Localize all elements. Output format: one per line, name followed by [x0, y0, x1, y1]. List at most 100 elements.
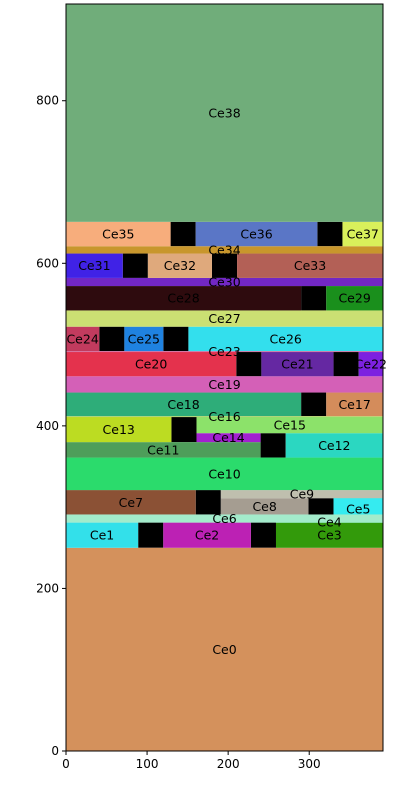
cell-ce3: [275, 522, 383, 548]
cell-ce29: [326, 286, 383, 311]
cell-label-ce38: Ce38: [208, 105, 240, 120]
cell-ce33: [237, 253, 383, 278]
cell-label-ce12: Ce12: [318, 438, 350, 453]
gap-block-3: [195, 490, 221, 515]
cell-label-ce30: Ce30: [208, 274, 240, 289]
cell-ce7: [66, 490, 196, 515]
cell-label-ce17: Ce17: [338, 397, 370, 412]
cell-ce31: [66, 253, 123, 278]
cell-ce35: [66, 221, 171, 247]
cell-ce20: [66, 351, 237, 377]
cell-label-ce3: Ce3: [317, 528, 341, 543]
cell-label-ce9: Ce9: [290, 487, 314, 502]
cell-label-ce21: Ce21: [281, 357, 313, 372]
gap-block-5: [171, 416, 197, 443]
cell-label-ce27: Ce27: [208, 311, 240, 326]
cell-label-ce22: Ce22: [355, 357, 387, 372]
cell-ce27: [66, 310, 383, 327]
gap-block-14: [170, 221, 196, 247]
cell-ce11: [66, 442, 261, 458]
cell-label-ce20: Ce20: [135, 357, 167, 372]
x-tick-label-200: 200: [217, 757, 240, 771]
cell-label-ce36: Ce36: [240, 227, 272, 242]
gap-block-8: [333, 351, 359, 377]
y-tick-label-400: 400: [36, 419, 59, 433]
cell-label-ce24: Ce24: [66, 331, 98, 346]
cell-label-ce35: Ce35: [102, 227, 134, 242]
cell-label-ce29: Ce29: [338, 291, 370, 306]
y-axis: 0 200 400 600 800: [36, 94, 66, 758]
cell-label-ce33: Ce33: [294, 258, 326, 273]
cell-ce8: [220, 498, 309, 515]
cell-label-ce10: Ce10: [208, 466, 240, 481]
gap-block-1: [250, 522, 276, 548]
gap-block-0: [138, 522, 164, 548]
cell-label-ce23: Ce23: [208, 344, 240, 359]
cell-ce32: [147, 253, 212, 278]
cell-ce13: [66, 416, 172, 443]
cell-label-ce11: Ce11: [147, 442, 179, 457]
cell-label-ce25: Ce25: [128, 331, 160, 346]
x-axis: 0 100 200 300: [62, 751, 321, 771]
cell-label-ce7: Ce7: [119, 495, 143, 510]
cell-ce0: [66, 547, 383, 751]
cell-label-ce26: Ce26: [270, 331, 302, 346]
cell-ce6: [66, 514, 383, 523]
gap-block-4: [260, 433, 286, 458]
cell-ce30: [66, 277, 383, 287]
gap-block-7: [236, 351, 262, 377]
cell-label-ce37: Ce37: [347, 227, 379, 242]
cell-label-ce13: Ce13: [103, 422, 135, 437]
cell-ce15: [196, 416, 383, 434]
cell-ce25: [124, 326, 164, 352]
gap-block-13: [211, 253, 238, 278]
y-tick-label-800: 800: [36, 94, 59, 108]
cell-ce23: [66, 351, 383, 353]
cell-ce24: [66, 326, 100, 352]
x-tick-label-100: 100: [136, 757, 159, 771]
gap-block-15: [317, 221, 343, 247]
cell-label-ce19: Ce19: [208, 377, 240, 392]
y-tick-label-600: 600: [36, 256, 59, 270]
cell-ce1: [66, 522, 139, 548]
cell-label-ce32: Ce32: [164, 258, 196, 273]
cell-ce10: [66, 457, 383, 491]
gap-block-10: [163, 326, 189, 352]
cell-label-ce31: Ce31: [78, 258, 110, 273]
cell-label-ce1: Ce1: [90, 528, 114, 543]
gap-block-6: [301, 392, 327, 417]
y-tick-label-200: 200: [36, 581, 59, 595]
cell-ce34: [66, 246, 383, 254]
cell-ce26: [188, 326, 383, 352]
cell-label-ce34: Ce34: [208, 242, 240, 257]
cell-ce2: [163, 522, 251, 548]
cell-ce22: [358, 351, 383, 377]
cell-label-ce4: Ce4: [317, 515, 341, 530]
cell-ce14: [196, 433, 261, 443]
gap-block-9: [99, 326, 125, 352]
cell-label-ce8: Ce8: [252, 499, 276, 514]
y-tick-label-0: 0: [51, 744, 59, 758]
cell-ce37: [342, 221, 383, 247]
cell-label-ce18: Ce18: [167, 397, 199, 412]
cell-ce18: [66, 392, 302, 417]
gap-block-12: [122, 253, 148, 278]
cell-label-ce6: Ce6: [212, 511, 236, 526]
cell-ce19: [66, 376, 383, 393]
cell-label-ce28: Ce28: [167, 291, 199, 306]
cell-label-ce15: Ce15: [274, 418, 306, 433]
cell-ce16: [66, 416, 383, 418]
cell-label-ce14: Ce14: [212, 430, 244, 445]
x-tick-label-0: 0: [62, 757, 70, 771]
plot-frame: [65, 3, 384, 752]
cell-label-ce0: Ce0: [212, 642, 236, 657]
cell-ce21: [261, 351, 334, 377]
cell-ce17: [326, 392, 383, 417]
cell-ce36: [195, 221, 318, 247]
cell-ce12: [285, 433, 383, 458]
cell-ce38: [66, 4, 383, 222]
cell-label-ce5: Ce5: [346, 502, 370, 517]
